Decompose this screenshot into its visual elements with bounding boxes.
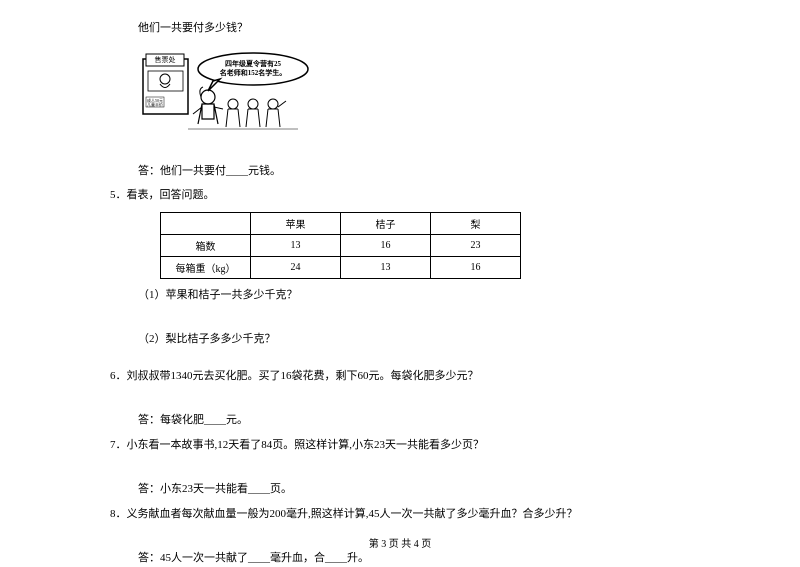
table-cell: 13	[341, 256, 431, 278]
q5-intro-text: 5．看表，回答问题。	[110, 187, 690, 204]
table-cell: 每箱重（kg）	[161, 256, 251, 278]
q8-intro-text: 8．义务献血者每次献血量一般为200毫升,照这样计算,45人一次一共献了多少毫升…	[110, 506, 690, 523]
page-footer: 第 3 页 共 4 页	[0, 535, 800, 550]
document-content: 他们一共要付多少钱？ 售票处 成人50元 儿童半价 四年级夏令营有25 名老师和…	[0, 0, 800, 567]
q7-answer-text: 答：小东23天一共能看____页。	[138, 481, 690, 498]
q4-intro-text: 他们一共要付多少钱？	[138, 20, 690, 37]
table-row: 每箱重（kg） 24 13 16	[161, 256, 521, 278]
table-cell: 16	[341, 234, 431, 256]
table-header-cell: 梨	[431, 212, 521, 234]
table-cell: 23	[431, 234, 521, 256]
svg-text:四年级夏令营有25: 四年级夏令营有25	[225, 59, 281, 68]
svg-text:儿童半价: 儿童半价	[147, 101, 163, 107]
table-header-cell: 桔子	[341, 212, 431, 234]
table-cell: 24	[251, 256, 341, 278]
illustration-image: 售票处 成人50元 儿童半价 四年级夏令营有25 名老师和152名学生。	[138, 49, 318, 139]
q8-answer-text: 答：45人一次一共献了____毫升血，合____升。	[138, 550, 690, 567]
table-row: 箱数 13 16 23	[161, 234, 521, 256]
table-cell: 箱数	[161, 234, 251, 256]
q5-sub1-text: （1）苹果和桔子一共多少千克？	[138, 287, 690, 304]
q6-intro-text: 6．刘叔叔带1340元去买化肥。买了16袋花费，剩下60元。每袋化肥多少元？	[110, 368, 690, 385]
booth-label: 售票处	[155, 55, 176, 64]
table-header-cell: 苹果	[251, 212, 341, 234]
table-header-cell	[161, 212, 251, 234]
svg-text:名老师和152名学生。: 名老师和152名学生。	[220, 68, 287, 77]
q7-intro-text: 7．小东看一本故事书,12天看了84页。照这样计算,小东23天一共能看多少页？	[110, 437, 690, 454]
table-cell: 13	[251, 234, 341, 256]
data-table: 苹果 桔子 梨 箱数 13 16 23 每箱重（kg） 24 13 16	[160, 212, 690, 279]
q4-answer-text: 答：他们一共要付____元钱。	[138, 163, 690, 180]
table-cell: 16	[431, 256, 521, 278]
q5-sub2-text: （2）梨比桔子多多少千克？	[138, 331, 690, 348]
table-header-row: 苹果 桔子 梨	[161, 212, 521, 234]
q6-answer-text: 答：每袋化肥____元。	[138, 412, 690, 429]
